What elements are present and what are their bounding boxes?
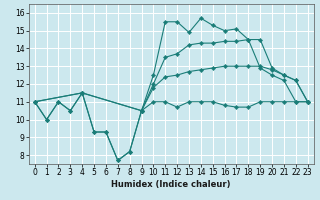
X-axis label: Humidex (Indice chaleur): Humidex (Indice chaleur) [111, 180, 231, 189]
